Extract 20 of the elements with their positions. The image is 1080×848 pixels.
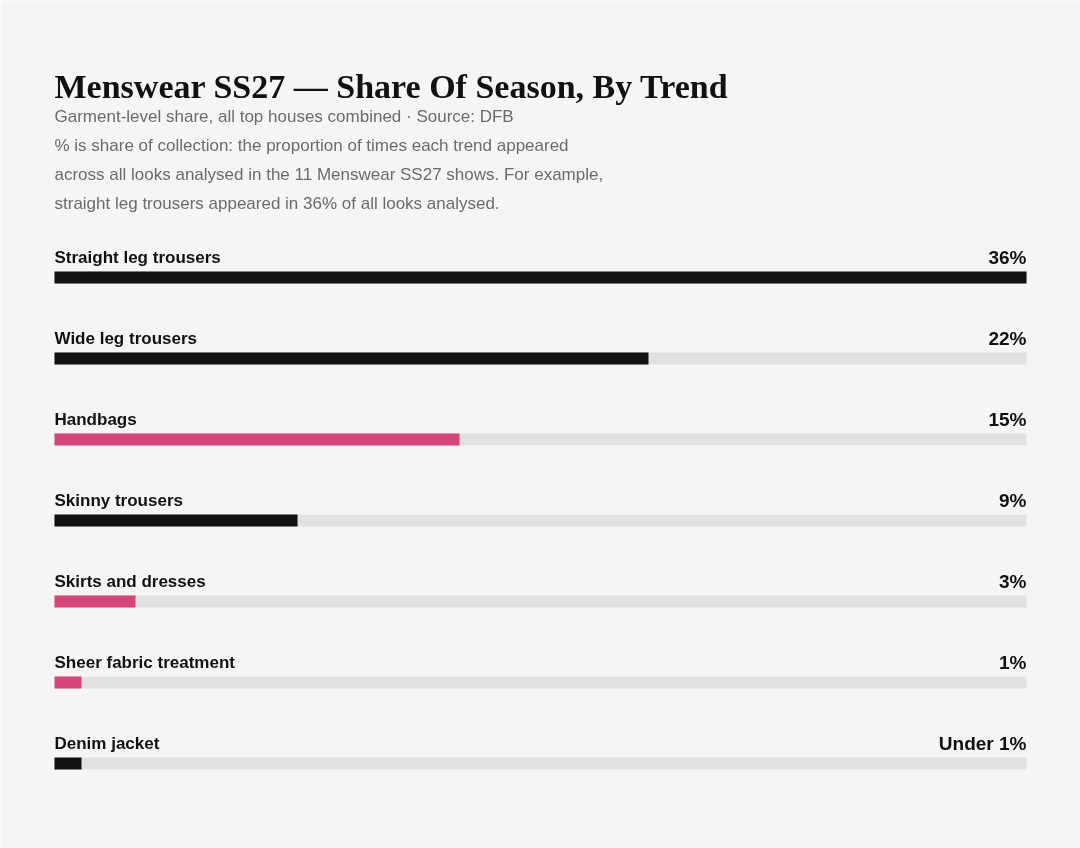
data-label: 15% [988,409,1027,430]
data-label: 22% [988,328,1027,349]
bar [54,595,136,608]
data-label: Under 1% [938,733,1027,754]
y-tick-label: Handbags [54,410,137,429]
bar [54,676,82,689]
y-tick-label: Straight leg trousers [54,248,221,267]
y-tick-label: Skinny trousers [54,491,183,510]
data-label: 36% [988,247,1027,268]
y-tick-label: Sheer fabric treatment [54,653,236,672]
y-tick-label: Denim jacket [54,734,160,753]
y-tick-label: Wide leg trousers [54,329,197,348]
bar [54,757,82,770]
y-tick-label: Skirts and dresses [54,572,206,591]
chart-subtitle: Garment-level share, all top houses combined · Source: DFB [54,107,514,126]
data-label: 9% [999,490,1027,511]
text: % is share of collection: the proportion of times each trend appeared across all looks analysed in the 11 Menswear SS27 shows. For example, straight leg trousers appeared in 36% of all looks analysed. [54,136,604,213]
data-label: 1% [999,652,1027,673]
chart-title: Menswear SS27 — Share Of Season, By Trend [54,68,728,105]
data-label: 3% [999,571,1027,592]
